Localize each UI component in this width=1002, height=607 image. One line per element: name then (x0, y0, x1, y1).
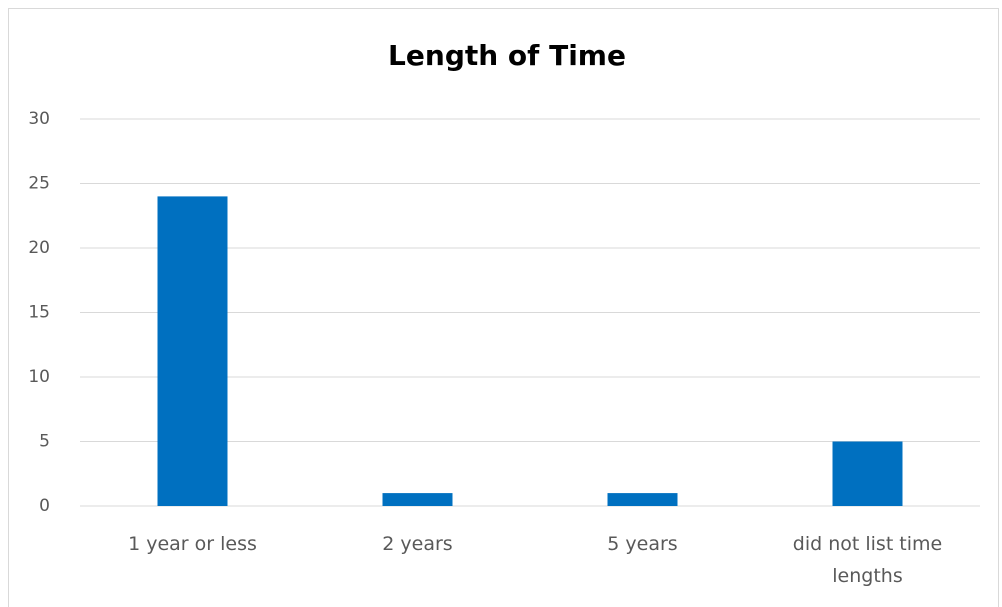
y-tick-label: 10 (28, 367, 50, 387)
y-tick-label: 15 (28, 303, 50, 323)
chart-border (8, 8, 999, 607)
x-tick-label: 1 year or less (128, 533, 257, 555)
y-tick-label: 25 (28, 174, 50, 194)
bar (382, 493, 453, 506)
y-tick-label: 5 (39, 432, 50, 452)
y-tick-label: 20 (28, 238, 50, 258)
bar (607, 493, 678, 506)
y-tick-label: 30 (28, 109, 50, 129)
x-tick-label: did not list time lengths (792, 533, 943, 587)
bar (832, 441, 903, 506)
y-tick-label: 0 (39, 496, 50, 516)
x-tick-label: 2 years (382, 533, 453, 555)
chart-title: Length of Time (388, 39, 626, 72)
bar (157, 196, 228, 506)
x-tick-label: 5 years (607, 533, 678, 555)
